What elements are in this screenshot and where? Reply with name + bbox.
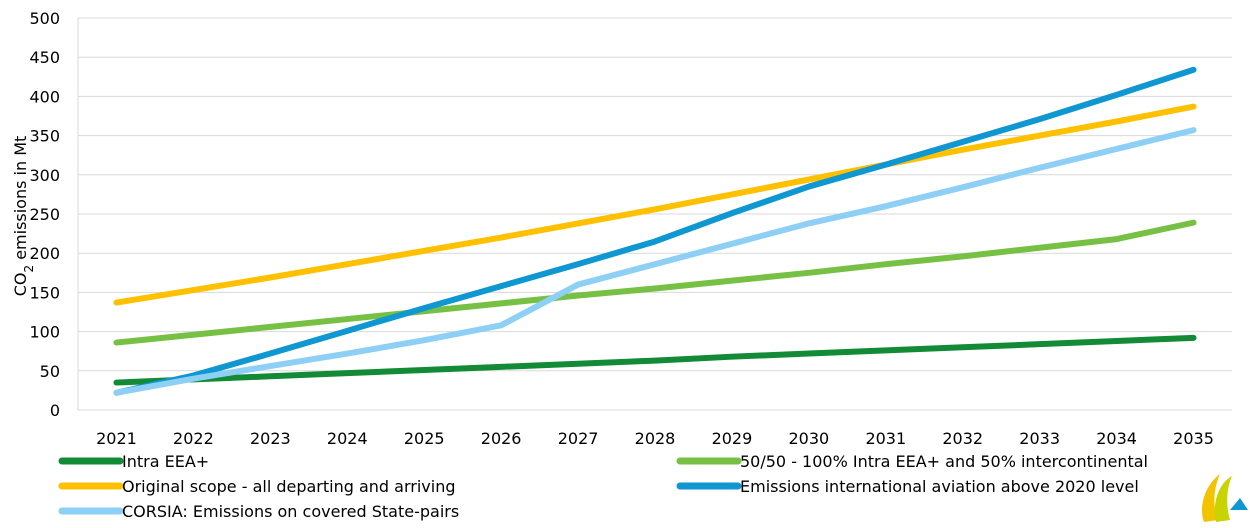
- y-tick-label: 300: [29, 166, 60, 185]
- x-tick-label: 2035: [1173, 429, 1214, 448]
- y-tick-label: 500: [29, 9, 60, 28]
- y-tick-label: 250: [29, 205, 60, 224]
- legend: Intra EEA+ 50/50 - 100% Intra EEA+ and 50…: [58, 452, 1148, 521]
- x-axis-ticks: 2021 2022 2023 2024 2025 2026 2027 2028 2029 2030…: [96, 429, 1214, 448]
- y-tick-label: 450: [29, 48, 60, 67]
- x-tick-label: 2034: [1096, 429, 1137, 448]
- legend-label: CORSIA: Emissions on covered State-pairs: [122, 502, 459, 521]
- x-tick-label: 2024: [327, 429, 368, 448]
- corner-logo: [1201, 474, 1248, 522]
- y-tick-label: 100: [29, 323, 60, 342]
- legend-label: Emissions international aviation above 2…: [740, 477, 1139, 496]
- legend-label: 50/50 - 100% Intra EEA+ and 50% intercon…: [740, 452, 1148, 471]
- x-tick-label: 2032: [942, 429, 983, 448]
- legend-label: Original scope - all departing and arriv…: [122, 477, 456, 496]
- x-tick-label: 2023: [250, 429, 291, 448]
- y-tick-label: 400: [29, 87, 60, 106]
- y-axis-label-sub: 2: [22, 265, 36, 273]
- legend-label: Intra EEA+: [122, 452, 209, 471]
- x-tick-label: 2031: [865, 429, 906, 448]
- x-tick-label: 2027: [558, 429, 599, 448]
- y-axis-label: CO2 emissions in Mt: [11, 136, 36, 297]
- x-tick-label: 2033: [1019, 429, 1060, 448]
- x-tick-label: 2026: [481, 429, 522, 448]
- series-lines: [113, 66, 1197, 396]
- y-tick-label: 350: [29, 127, 60, 146]
- y-tick-label: 150: [29, 283, 60, 302]
- series-line-1: [113, 334, 1197, 386]
- x-tick-label: 2025: [404, 429, 445, 448]
- gridlines: [77, 17, 1232, 411]
- x-tick-label: 2028: [635, 429, 676, 448]
- y-tick-label: 50: [40, 362, 60, 381]
- y-axis-label-main: CO: [11, 273, 30, 297]
- x-tick-label: 2021: [96, 429, 137, 448]
- x-tick-label: 2030: [789, 429, 830, 448]
- y-axis-ticks: 0 50 100 150 200 250 300 350 400 450 500: [29, 9, 60, 420]
- y-axis-label-rest: emissions in Mt: [11, 136, 30, 265]
- x-tick-label: 2022: [173, 429, 214, 448]
- x-tick-label: 2029: [712, 429, 753, 448]
- y-tick-label: 200: [29, 244, 60, 263]
- y-tick-label: 0: [50, 401, 60, 420]
